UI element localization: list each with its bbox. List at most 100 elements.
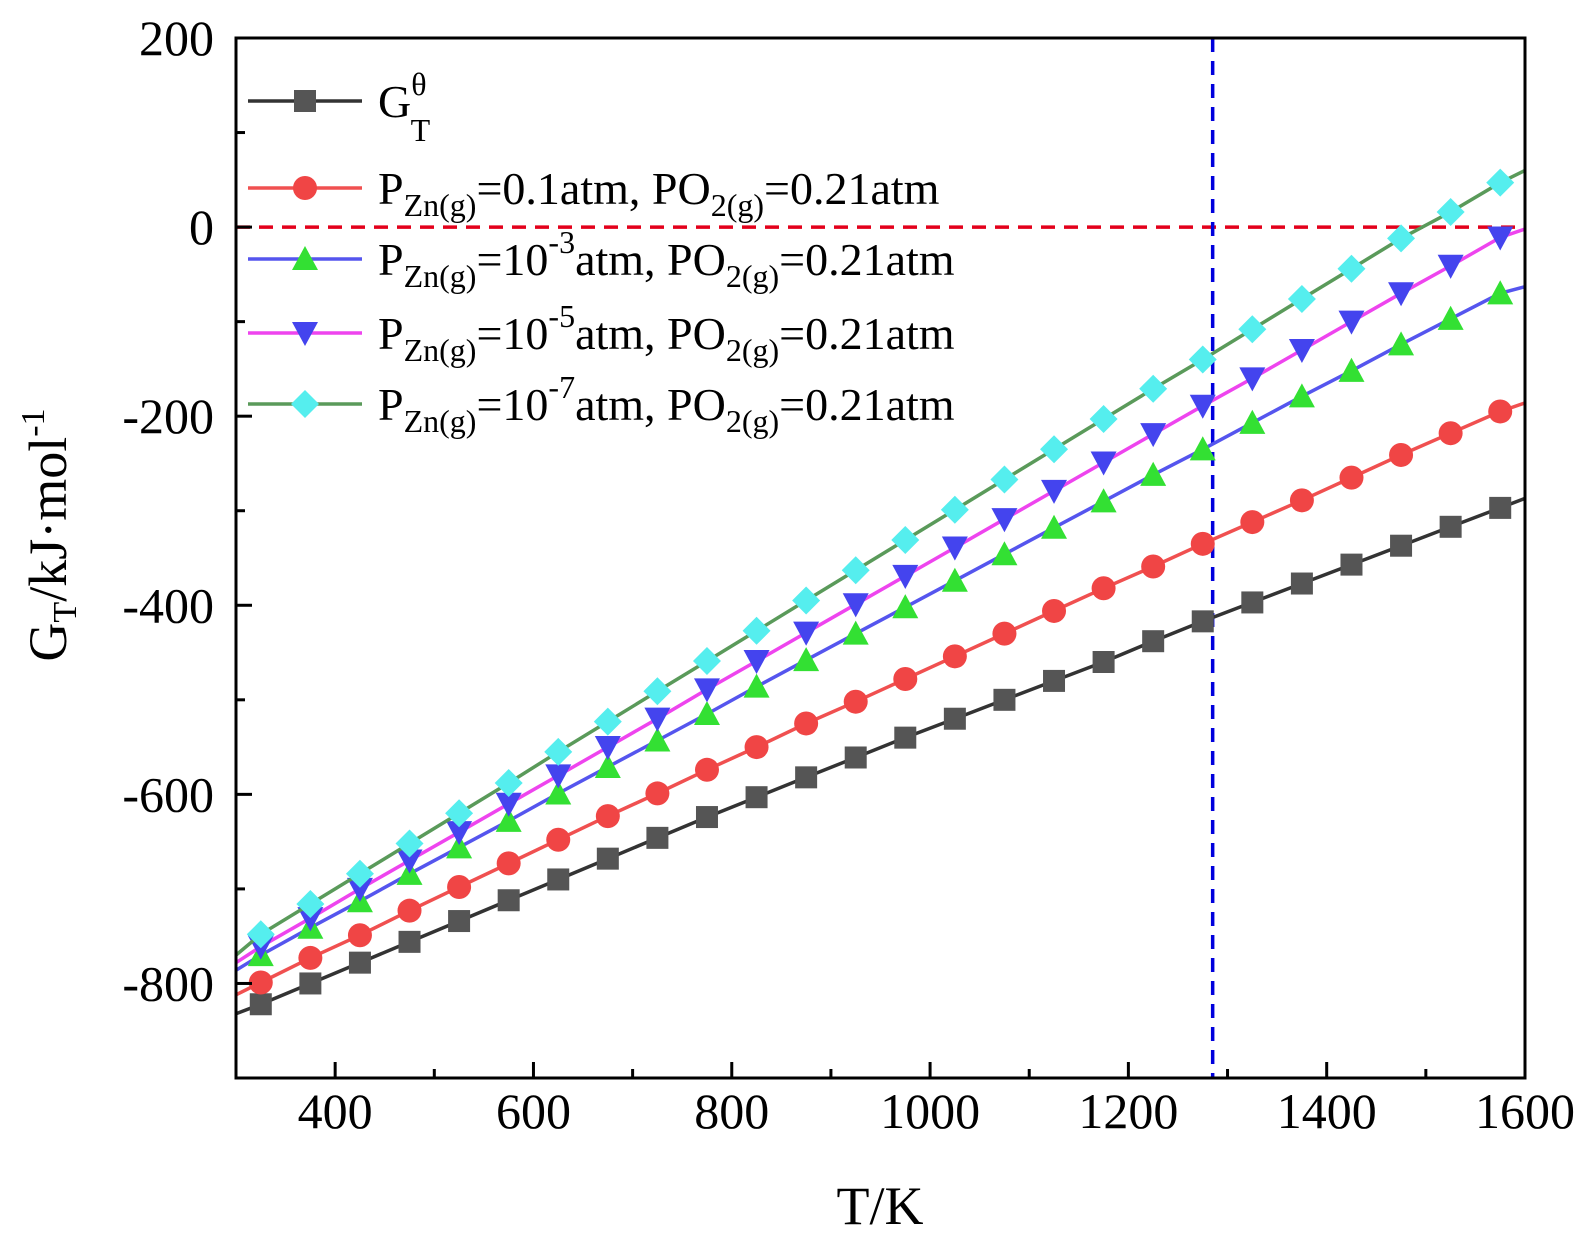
data-point — [644, 727, 671, 752]
data-point — [1489, 496, 1512, 519]
data-point — [1388, 282, 1415, 307]
series-line — [235, 496, 1526, 1016]
data-point — [1389, 442, 1414, 467]
series-4 — [235, 226, 1526, 965]
data-point — [495, 792, 522, 817]
data-point — [1339, 465, 1364, 490]
legend-entry-5: PZn(g)=10-7atm, PO2(g)=0.21atm — [248, 369, 955, 439]
legend-label-part: -5 — [548, 298, 575, 334]
data-point — [1436, 197, 1465, 226]
legend-marker — [293, 176, 317, 200]
data-point — [1338, 310, 1365, 335]
data-point — [943, 707, 966, 730]
data-point — [1092, 651, 1115, 673]
data-point — [1041, 514, 1068, 539]
legend-label-part: -7 — [548, 369, 575, 405]
data-point — [446, 834, 473, 859]
data-point — [594, 753, 621, 778]
data-point — [1190, 531, 1215, 556]
data-point — [1188, 345, 1217, 374]
data-point — [942, 644, 967, 669]
data-point — [1142, 630, 1165, 653]
data-point — [991, 508, 1018, 533]
legend-label-part: Zn(g) — [404, 258, 477, 294]
x-tick-label: 1000 — [880, 1083, 980, 1139]
series-5 — [234, 168, 1526, 957]
data-point — [496, 851, 521, 876]
legend-label-part: P — [378, 379, 404, 430]
data-point — [1290, 572, 1313, 595]
data-point — [841, 556, 870, 585]
data-point — [1487, 226, 1514, 251]
data-point — [1241, 591, 1264, 614]
data-point — [596, 847, 619, 870]
legend-label-part: =10 — [476, 379, 548, 430]
data-point — [1288, 338, 1315, 363]
data-point — [595, 804, 620, 829]
legend-label-part: P — [378, 163, 404, 214]
data-point — [1438, 421, 1463, 446]
data-point — [1090, 451, 1117, 476]
data-point — [1387, 224, 1416, 253]
data-point — [1041, 479, 1068, 504]
data-point — [646, 826, 669, 849]
legend-label-part: θ — [411, 66, 426, 102]
data-point — [1091, 576, 1116, 601]
data-point — [546, 827, 571, 852]
data-point — [940, 495, 969, 524]
data-point — [1239, 409, 1266, 434]
data-point — [398, 930, 421, 953]
data-point — [694, 757, 719, 782]
data-point — [894, 726, 917, 749]
legend-label-part: Zn(g) — [404, 403, 477, 439]
data-point — [299, 972, 322, 995]
data-point — [1239, 367, 1266, 392]
plot-frame — [234, 36, 1527, 1080]
data-point — [793, 621, 820, 646]
legend-label: PZn(g)=0.1atm, PO2(g)=0.21atm — [378, 163, 940, 223]
legend-label: PZn(g)=10-7atm, PO2(g)=0.21atm — [378, 369, 955, 439]
y-axis-title-sup: -1 — [15, 408, 52, 436]
data-point — [1090, 488, 1117, 513]
data-point — [891, 526, 920, 555]
data-point — [743, 650, 770, 675]
legend-label-part: 2(g) — [726, 332, 779, 368]
y-axis-title-main: G — [18, 623, 78, 662]
legend-label-part: =0.21atm — [779, 379, 955, 430]
data-point — [1287, 284, 1316, 313]
data-point — [893, 667, 918, 692]
legend-entry-3: PZn(g)=10-3atm, PO2(g)=0.21atm — [248, 224, 955, 294]
legend-entry-4: PZn(g)=10-5atm, PO2(g)=0.21atm — [248, 298, 955, 368]
data-point — [448, 910, 471, 933]
x-tick-label: 1600 — [1475, 1083, 1575, 1139]
data-point — [1189, 394, 1216, 419]
data-point — [1139, 374, 1168, 403]
data-point — [892, 594, 919, 619]
data-point — [695, 806, 718, 829]
data-point — [743, 673, 770, 698]
legend-label-part: Zn(g) — [404, 187, 477, 223]
data-point — [842, 620, 869, 645]
data-point — [843, 689, 868, 714]
y-axis-title: GT/kJ·mol-1 — [15, 408, 84, 661]
data-point — [645, 781, 670, 806]
legend-label-part: =0.21atm — [764, 163, 940, 214]
data-point — [346, 877, 373, 902]
data-point — [1487, 280, 1514, 305]
data-point — [844, 746, 867, 769]
data-point — [1140, 423, 1167, 448]
legend-entry-1: Gθ T — [248, 66, 431, 148]
data-point — [547, 868, 570, 891]
legend-label-part: atm, PO — [575, 308, 726, 359]
data-point — [345, 859, 374, 888]
data-point — [594, 736, 621, 761]
legend-label-part: =10 — [476, 234, 548, 285]
data-point — [445, 799, 474, 828]
data-point — [1089, 405, 1118, 434]
data-point — [396, 849, 423, 874]
data-point — [792, 586, 821, 615]
data-point — [794, 711, 819, 736]
legend-label-part: atm, PO — [575, 379, 726, 430]
data-point — [1140, 461, 1167, 486]
